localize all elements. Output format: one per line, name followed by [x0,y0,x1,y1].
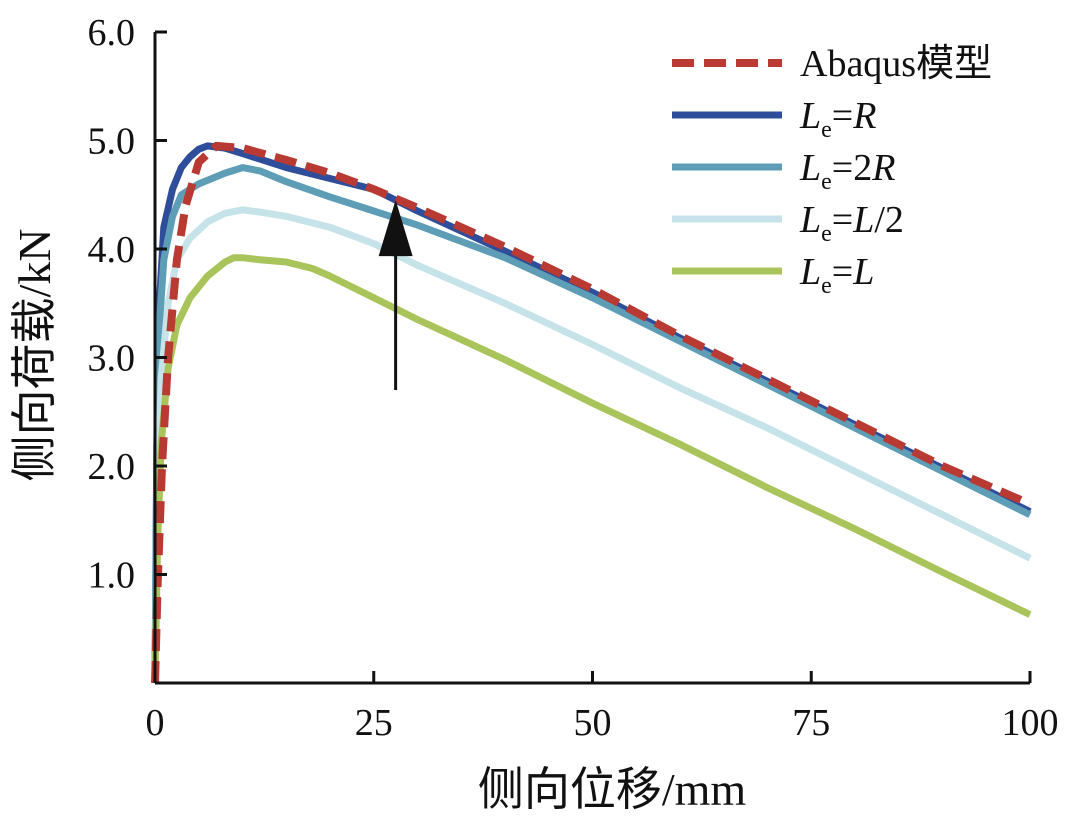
legend-label-le_l2: Le=L/2 [799,199,904,247]
x-tick-label: 50 [574,702,612,744]
y-tick-label: 5.0 [88,121,136,163]
series-line-le_l [151,254,1032,684]
y-tick-label: 6.0 [88,12,136,54]
legend-label-le_l: Le=L [799,251,874,299]
x-tick-label: 75 [792,702,830,744]
legend-label-le_r: Le=R [799,95,876,143]
series-layer [151,141,1032,684]
x-tick-label: 100 [1002,702,1059,744]
x-tick-label: 0 [146,702,165,744]
legend-label-abaqus: Abaqus模型 [800,43,992,85]
legend-label-le_2r: Le=2R [799,147,895,195]
y-axis-title: 侧向荷载/kN [9,229,60,482]
y-tick-label: 4.0 [88,229,136,271]
x-axis-title: 侧向位移/mm [478,764,747,815]
series-line-abaqus [151,141,1032,684]
y-tick-label: 2.0 [88,446,136,488]
y-tick-label: 1.0 [88,555,136,597]
annotation-layer [378,200,413,391]
series-line-le_2r [151,164,1032,684]
annotation-arrow-head [378,200,413,257]
y-tick-label: 3.0 [88,338,136,380]
x-tick-label: 25 [355,702,393,744]
axes-layer: 0 25 50 75 100 1.0 2.0 3.0 4.0 5.0 6.0 [88,12,1059,744]
